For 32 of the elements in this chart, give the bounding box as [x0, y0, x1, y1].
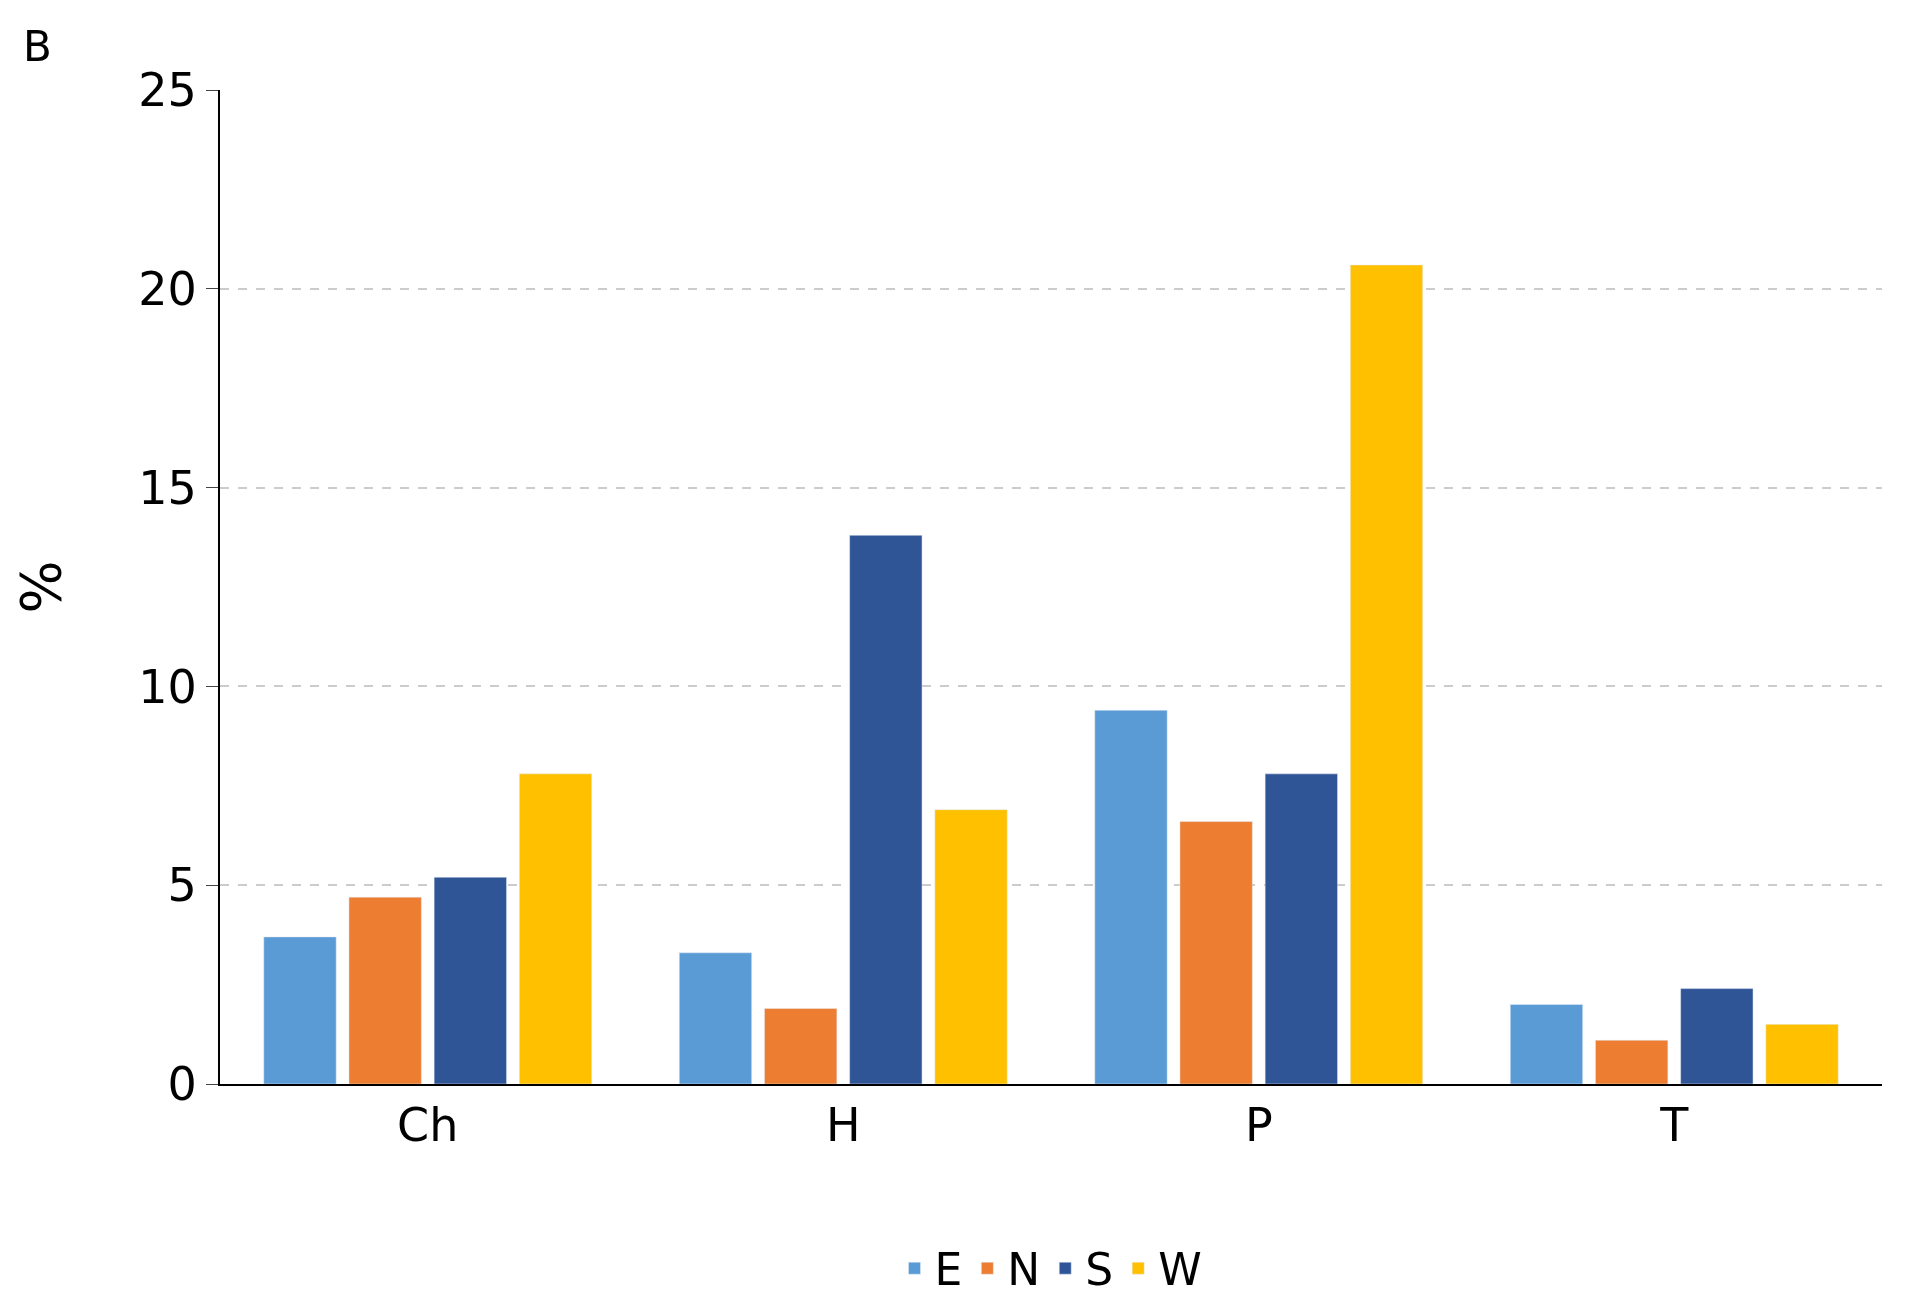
- y-tick-label: 15: [138, 460, 197, 515]
- legend-label: S: [1085, 1244, 1114, 1296]
- legend-label: N: [1007, 1244, 1041, 1296]
- y-tick-label: 5: [167, 858, 197, 913]
- bar: [519, 773, 592, 1084]
- x-tick-label: T: [1659, 1098, 1690, 1153]
- y-axis-title: %: [7, 560, 73, 614]
- bar: [1179, 821, 1253, 1084]
- bar: [764, 1008, 838, 1084]
- bar: [433, 877, 507, 1084]
- bar: [1595, 1040, 1669, 1084]
- bar: [1510, 1004, 1583, 1084]
- legend-label: E: [934, 1244, 963, 1296]
- bar: [263, 936, 337, 1084]
- legend-label: W: [1158, 1244, 1202, 1296]
- bar: [1350, 264, 1423, 1084]
- bar: [849, 535, 923, 1084]
- bar: [1765, 1024, 1839, 1084]
- bar: [679, 952, 752, 1084]
- y-tick-label: 10: [138, 659, 197, 714]
- y-tick-label: 0: [167, 1057, 197, 1112]
- bar: [348, 896, 422, 1084]
- bar: [1094, 710, 1168, 1084]
- bar: [1680, 988, 1754, 1084]
- text: B: [23, 22, 52, 71]
- y-tick-label: 20: [138, 261, 197, 316]
- y-tick-label: 25: [138, 63, 197, 118]
- bar: [934, 809, 1008, 1084]
- x-tick-label: Ch: [397, 1098, 459, 1153]
- bar: [1264, 773, 1338, 1084]
- x-tick-label: P: [1244, 1098, 1273, 1153]
- x-tick-label: H: [825, 1098, 861, 1153]
